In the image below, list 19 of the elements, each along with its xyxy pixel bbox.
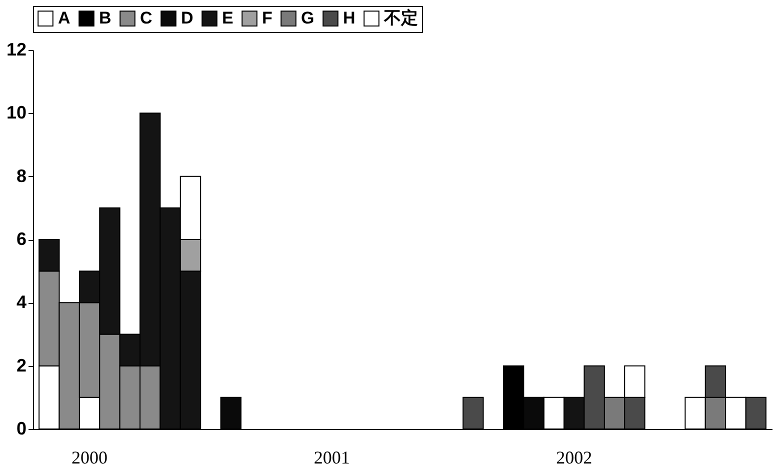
y-tick-label: 0	[16, 418, 26, 438]
y-tick-label: 2	[16, 355, 26, 376]
legend-label: B	[99, 8, 112, 28]
x-tick-label: 2002	[556, 448, 592, 468]
legend-label: 不定	[383, 8, 418, 28]
y-tick-label: 10	[6, 102, 26, 123]
x-tick-label: 2000	[72, 448, 108, 468]
legend-label: C	[140, 8, 152, 28]
y-tick-label: 4	[16, 292, 26, 312]
y-tick-label: 6	[16, 229, 26, 249]
y-tick-label: 8	[16, 166, 26, 186]
legend-label: A	[58, 8, 70, 28]
x-tick-label: 2001	[314, 448, 350, 468]
y-tick-label: 12	[6, 40, 26, 60]
legend-label: H	[343, 8, 356, 28]
legend-label: E	[222, 8, 234, 28]
legend-label: F	[262, 8, 272, 28]
legend-label: G	[301, 8, 314, 28]
legend-label: D	[181, 8, 194, 28]
